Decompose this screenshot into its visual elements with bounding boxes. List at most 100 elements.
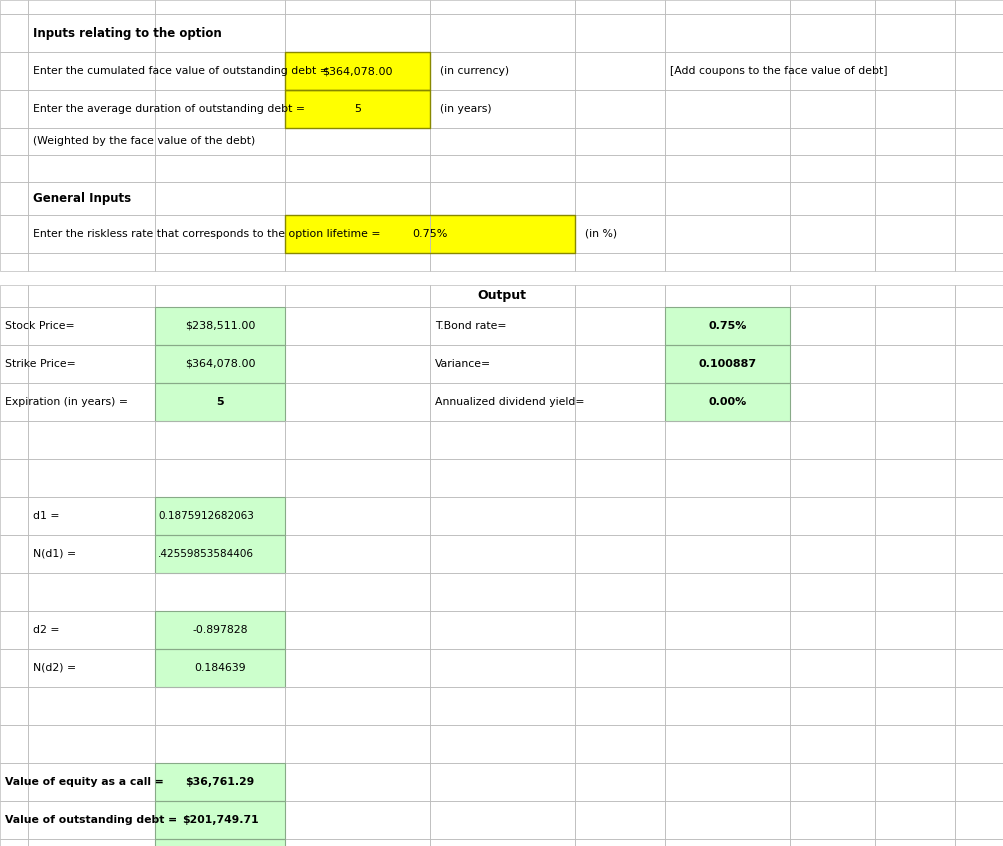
Bar <box>285 535 429 573</box>
Bar <box>154 535 285 573</box>
Bar <box>664 307 789 345</box>
Bar <box>285 215 429 253</box>
Bar <box>154 383 285 421</box>
Bar <box>789 285 875 307</box>
Bar <box>789 182 875 215</box>
Bar <box>664 345 789 383</box>
Bar <box>0 459 28 497</box>
Text: 0.184639: 0.184639 <box>194 663 246 673</box>
Bar <box>154 497 285 535</box>
Bar <box>0 497 28 535</box>
Bar <box>0 687 28 725</box>
Text: 5: 5 <box>354 104 361 114</box>
Bar <box>28 573 154 611</box>
Text: 5: 5 <box>216 397 224 407</box>
Bar <box>954 253 1003 271</box>
Bar <box>429 52 575 90</box>
Bar <box>154 421 285 459</box>
Bar <box>28 215 154 253</box>
Bar <box>954 52 1003 90</box>
Bar <box>28 763 154 801</box>
Bar <box>575 459 664 497</box>
Bar <box>664 383 789 421</box>
Bar <box>789 0 875 14</box>
Bar <box>285 801 429 839</box>
Bar <box>285 14 429 52</box>
Bar <box>28 307 154 345</box>
Bar <box>154 52 285 90</box>
Bar <box>0 763 28 801</box>
Bar <box>875 345 954 383</box>
Bar <box>0 725 28 763</box>
Bar <box>954 725 1003 763</box>
Bar <box>954 649 1003 687</box>
Bar <box>429 182 575 215</box>
Bar <box>154 839 285 846</box>
Bar <box>789 535 875 573</box>
Bar <box>28 801 154 839</box>
Bar <box>285 215 575 253</box>
Bar <box>575 725 664 763</box>
Bar <box>789 573 875 611</box>
Bar <box>789 307 875 345</box>
Bar <box>0 215 28 253</box>
Text: Expiration (in years) =: Expiration (in years) = <box>5 397 128 407</box>
Bar <box>154 345 285 383</box>
Bar <box>285 90 429 128</box>
Bar <box>429 285 575 307</box>
Bar <box>154 801 285 839</box>
Bar <box>154 535 285 573</box>
Text: Annualized dividend yield=: Annualized dividend yield= <box>434 397 584 407</box>
Bar <box>429 14 575 52</box>
Bar <box>575 345 664 383</box>
Bar <box>429 421 575 459</box>
Bar <box>154 345 285 383</box>
Bar <box>0 155 28 182</box>
Text: [Add coupons to the face value of debt]: [Add coupons to the face value of debt] <box>669 66 887 76</box>
Bar <box>154 497 285 535</box>
Bar <box>875 307 954 345</box>
Bar <box>429 0 575 14</box>
Text: 0.75%: 0.75% <box>412 229 447 239</box>
Bar <box>575 90 664 128</box>
Bar <box>0 839 28 846</box>
Bar <box>875 383 954 421</box>
Bar <box>285 649 429 687</box>
Bar <box>0 90 28 128</box>
Bar <box>875 215 954 253</box>
Bar <box>664 0 789 14</box>
Text: (in currency): (in currency) <box>439 66 509 76</box>
Bar <box>429 497 575 535</box>
Bar <box>575 285 664 307</box>
Bar <box>575 687 664 725</box>
Bar <box>154 14 285 52</box>
Bar <box>429 383 575 421</box>
Bar <box>0 535 28 573</box>
Bar <box>664 383 789 421</box>
Bar <box>0 52 28 90</box>
Bar <box>664 253 789 271</box>
Bar <box>429 90 575 128</box>
Bar <box>664 687 789 725</box>
Text: N(d1) =: N(d1) = <box>33 549 76 559</box>
Bar <box>575 649 664 687</box>
Bar <box>575 215 664 253</box>
Text: $238,511.00: $238,511.00 <box>185 321 255 331</box>
Bar <box>664 155 789 182</box>
Text: N(d2) =: N(d2) = <box>33 663 76 673</box>
Bar <box>954 611 1003 649</box>
Bar <box>429 839 575 846</box>
Bar <box>789 611 875 649</box>
Bar <box>28 155 154 182</box>
Bar <box>664 611 789 649</box>
Bar <box>575 763 664 801</box>
Text: (in years): (in years) <box>439 104 491 114</box>
Bar <box>154 611 285 649</box>
Bar <box>875 535 954 573</box>
Bar <box>28 611 154 649</box>
Bar <box>789 253 875 271</box>
Bar <box>429 307 575 345</box>
Bar <box>954 155 1003 182</box>
Bar <box>789 687 875 725</box>
Bar <box>664 383 789 421</box>
